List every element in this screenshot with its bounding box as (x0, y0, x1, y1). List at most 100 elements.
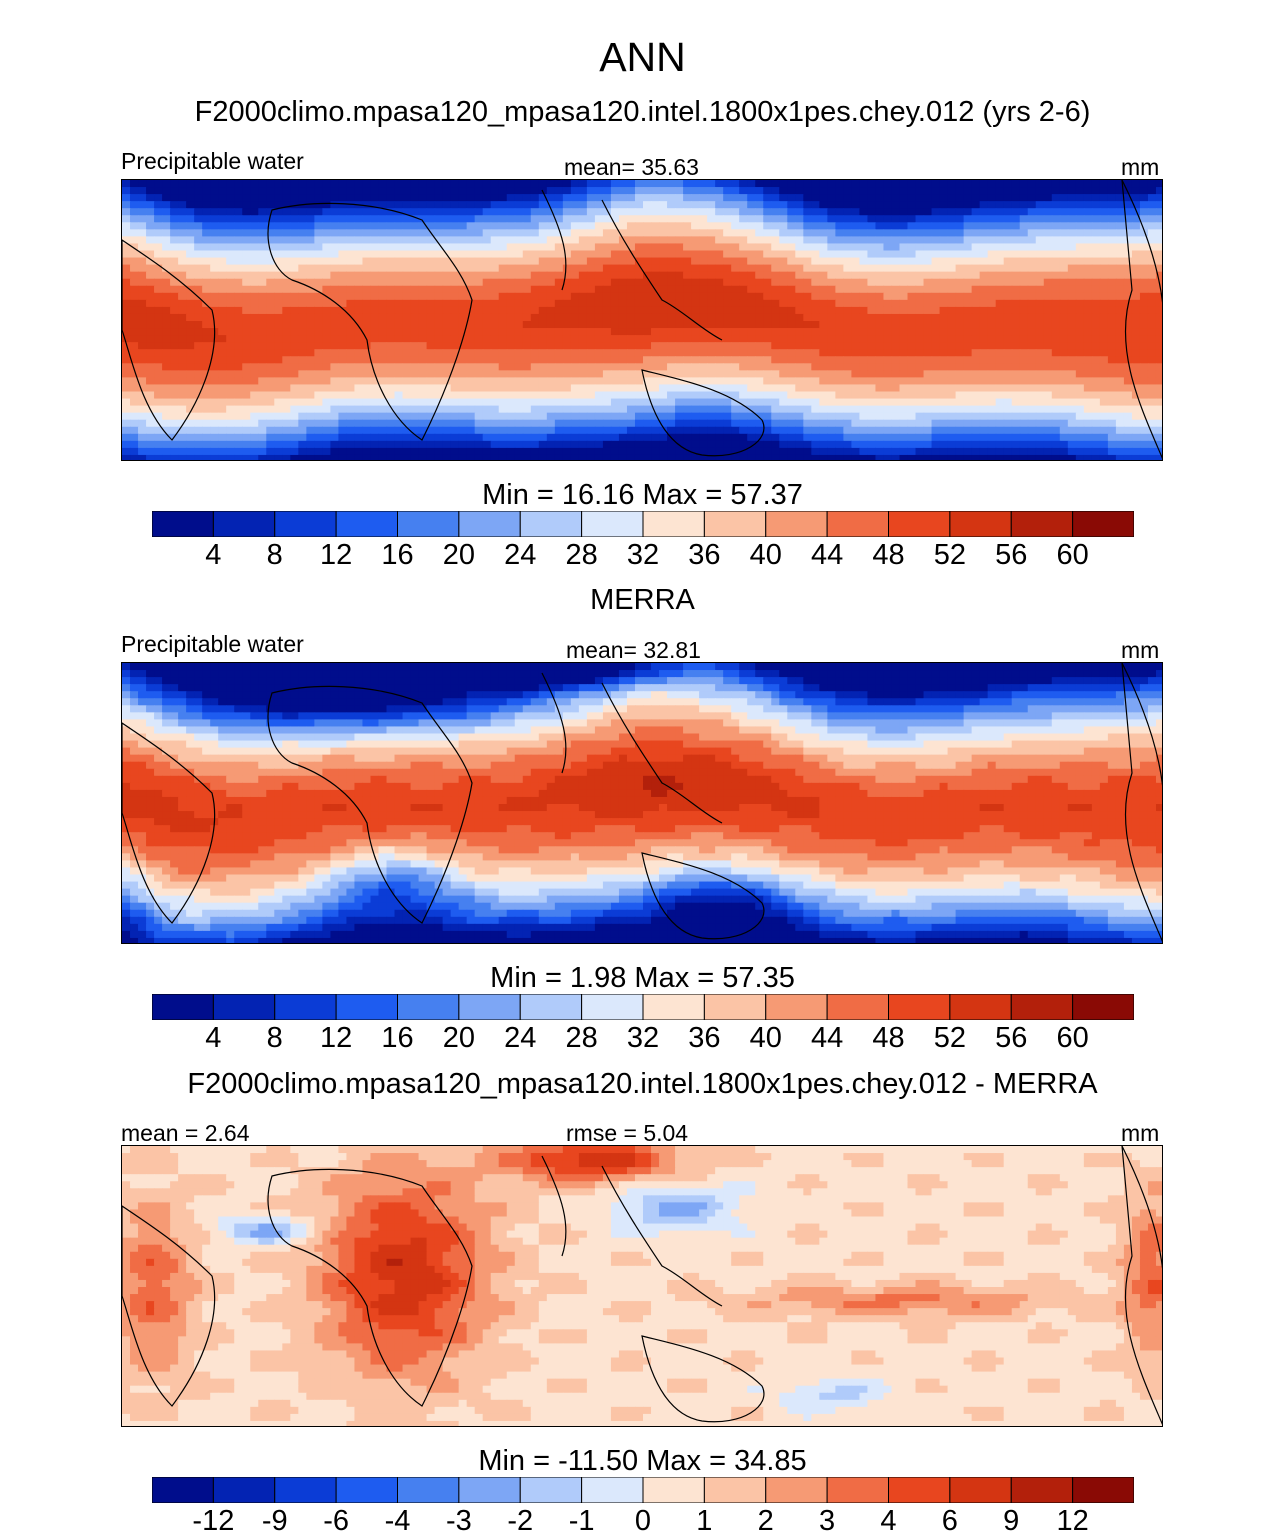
colorbar-swatch (1072, 1477, 1134, 1503)
colorbar-tick-label: -9 (261, 1505, 288, 1537)
colorbar-swatch (1072, 511, 1134, 537)
colorbar-tick-label: 36 (688, 1022, 721, 1054)
colorbar-tick-label: 48 (872, 539, 905, 571)
colorbar-swatch (826, 994, 889, 1020)
colorbar-swatch (274, 994, 337, 1020)
panel-diff-map (121, 1145, 1163, 1427)
colorbar-tick-label: 24 (504, 539, 537, 571)
panel-obs-colorbar-ticks: 4 8 12 16 20 24 28 32 36 40 44 48 52 56 60 (152, 1022, 1134, 1056)
panel-obs-variable-label: Precipitable water (121, 631, 304, 657)
colorbar-tick-label: 44 (810, 1022, 844, 1054)
colorbar-tick-label: 24 (504, 1022, 537, 1054)
panel-diff-heading: F2000climo.mpasa120_mpasa120.intel.1800x… (187, 1068, 1098, 1100)
colorbar-tick-label: 3 (819, 1505, 836, 1537)
colorbar-tick-label: 52 (933, 1022, 967, 1054)
colorbar-swatch (335, 511, 398, 537)
colorbar-swatch (949, 511, 1012, 537)
colorbar-tick-label: -1 (568, 1505, 595, 1537)
colorbar-swatch (642, 1477, 705, 1503)
colorbar-swatch (888, 994, 951, 1020)
panel-diff-mean-label: mean = 2.64 (121, 1120, 250, 1146)
colorbar-tick-label: 4 (205, 1022, 222, 1054)
colorbar-tick-label: 6 (941, 1505, 958, 1537)
colorbar-tick-label: 12 (319, 539, 353, 571)
colorbar-swatch (581, 994, 644, 1020)
colorbar-swatch (519, 1477, 583, 1503)
colorbar-swatch (703, 511, 767, 537)
colorbar-swatch (212, 994, 276, 1020)
colorbar-tick-label: -4 (384, 1505, 411, 1537)
colorbar-swatch (642, 511, 705, 537)
figure-title: ANN (599, 34, 686, 80)
colorbar-swatch (335, 1477, 398, 1503)
panel-obs-mean-label: mean= 32.81 (566, 637, 701, 663)
colorbar-swatch (397, 994, 460, 1020)
colorbar-tick-label: 40 (749, 539, 782, 571)
colorbar-swatch (274, 511, 337, 537)
colorbar-tick-label: 48 (872, 1022, 905, 1054)
colorbar-swatch (458, 994, 521, 1020)
colorbar-tick-label: 16 (381, 539, 414, 571)
colorbar-swatch (826, 1477, 889, 1503)
colorbar-tick-label: 52 (933, 539, 967, 571)
panel-obs-colorbar (152, 994, 1134, 1020)
colorbar-swatch (826, 511, 889, 537)
panel-model-heading: F2000climo.mpasa120_mpasa120.intel.1800x… (194, 96, 1091, 128)
colorbar-tick-label: 20 (442, 539, 476, 571)
colorbar-tick-label: 2 (757, 1505, 774, 1537)
colorbar-swatch (1010, 994, 1074, 1020)
colorbar-swatch (335, 994, 398, 1020)
colorbar-tick-label: -2 (507, 1505, 534, 1537)
colorbar-tick-label: -3 (445, 1505, 472, 1537)
colorbar-tick-label: 28 (565, 1022, 598, 1054)
colorbar-tick-label: 8 (266, 1022, 283, 1054)
colorbar-tick-label: 9 (1003, 1505, 1020, 1537)
colorbar-swatch (397, 511, 460, 537)
colorbar-swatch (152, 994, 214, 1020)
panel-diff-units-label: mm (1121, 1120, 1160, 1146)
panel-model-colorbar (152, 511, 1134, 537)
colorbar-swatch (1010, 511, 1074, 537)
colorbar-tick-label: 28 (565, 539, 598, 571)
panel-diff-rmse-label: rmse = 5.04 (566, 1120, 689, 1146)
colorbar-swatch (212, 511, 276, 537)
colorbar-swatch (888, 511, 951, 537)
colorbar-swatch (458, 511, 521, 537)
colorbar-swatch (642, 994, 705, 1020)
colorbar-swatch (765, 511, 828, 537)
colorbar-tick-label: 8 (266, 539, 283, 571)
colorbar-tick-label: -6 (323, 1505, 350, 1537)
colorbar-swatch (703, 994, 767, 1020)
colorbar-tick-label: 56 (995, 539, 1028, 571)
colorbar-tick-label: 12 (319, 1022, 353, 1054)
panel-obs-heading: MERRA (590, 584, 695, 616)
panel-diff-minmax: Min = -11.50 Max = 34.85 (478, 1445, 807, 1477)
colorbar-swatch (212, 1477, 276, 1503)
panel-model-minmax: Min = 16.16 Max = 57.37 (482, 479, 803, 511)
colorbar-tick-label: 32 (626, 539, 660, 571)
colorbar-swatch (152, 511, 214, 537)
panel-model-units-label: mm (1121, 154, 1160, 180)
colorbar-swatch (765, 994, 828, 1020)
colorbar-tick-label: 4 (205, 539, 222, 571)
colorbar-swatch (458, 1477, 521, 1503)
colorbar-tick-label: 44 (810, 539, 844, 571)
panel-diff-map-plot (122, 1146, 1162, 1426)
colorbar-tick-label: 56 (995, 1022, 1028, 1054)
colorbar-swatch (519, 994, 583, 1020)
panel-diff-colorbar (152, 1477, 1134, 1503)
colorbar-tick-label: 40 (749, 1022, 782, 1054)
panel-model-map (121, 179, 1163, 461)
panel-model-colorbar-ticks: 4 8 12 16 20 24 28 32 36 40 44 48 52 56 60 (152, 539, 1134, 573)
panel-model-variable-label: Precipitable water (121, 148, 304, 174)
panel-obs-minmax: Min = 1.98 Max = 57.35 (490, 962, 795, 994)
colorbar-tick-label: -12 (192, 1505, 235, 1537)
colorbar-tick-label: 60 (1056, 539, 1089, 571)
colorbar-tick-label: 60 (1056, 1022, 1089, 1054)
colorbar-swatch (765, 1477, 828, 1503)
colorbar-tick-label: 1 (696, 1505, 713, 1537)
colorbar-tick-label: 4 (880, 1505, 897, 1537)
colorbar-swatch (152, 1477, 214, 1503)
colorbar-tick-label: 16 (381, 1022, 414, 1054)
panel-diff-colorbar-ticks: -12 -9 -6 -4 -3 -2 -1 0 1 2 3 4 6 9 12 (152, 1505, 1134, 1539)
